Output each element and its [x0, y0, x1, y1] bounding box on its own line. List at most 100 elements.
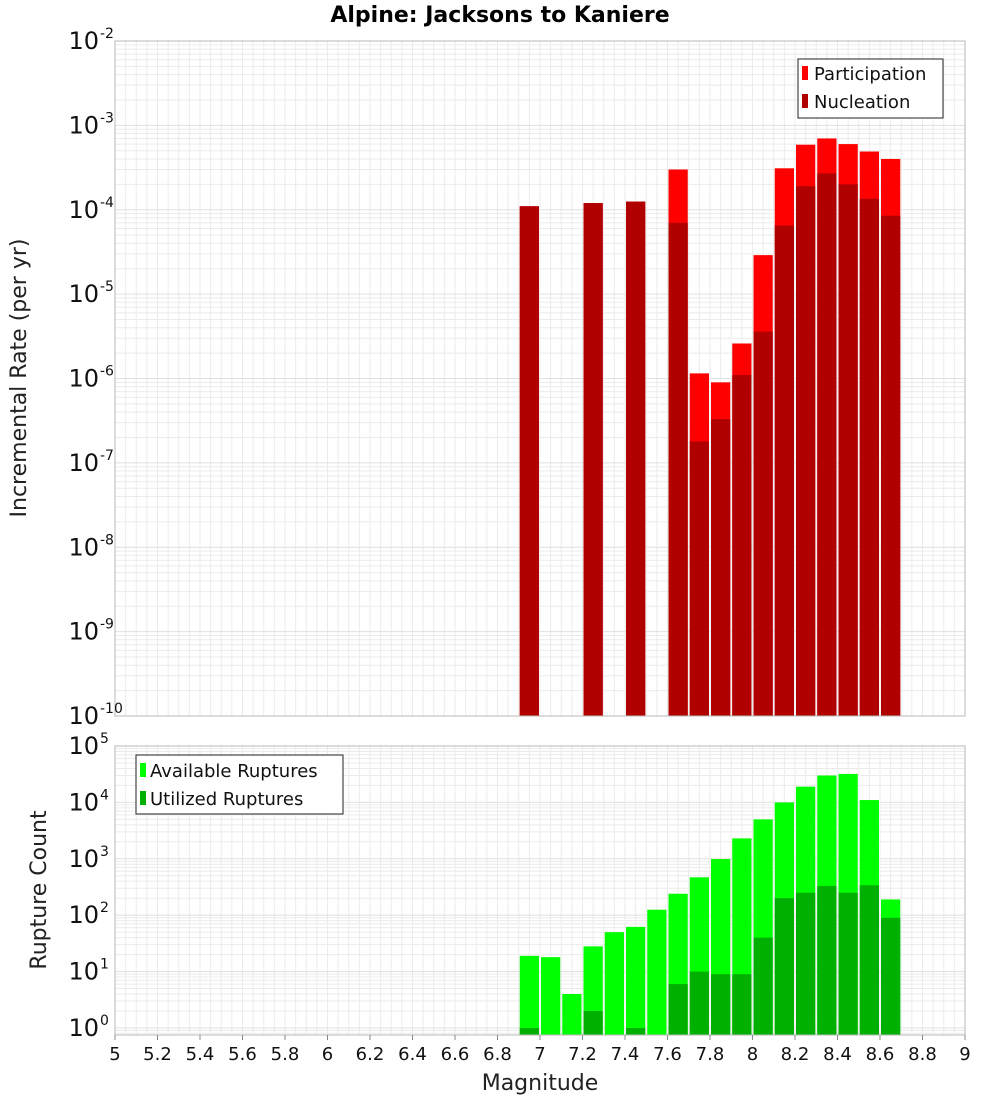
bottom-y-tick-exponent: 3: [100, 844, 109, 860]
top-y-tick-label: 10: [68, 196, 99, 224]
top-y-axis-label: Incremental Rate (per yr): [7, 239, 32, 518]
x-tick-label: 7.2: [568, 1044, 597, 1065]
bottom-bars: [519, 773, 901, 1035]
bottom-bar-utilized-ruptures: [796, 892, 816, 1035]
legend-swatch-utilized: [140, 791, 146, 805]
bottom-y-tick-exponent: 1: [100, 957, 109, 973]
top-y-tick-label: 10: [68, 280, 99, 308]
bottom-bar-utilized-ruptures: [626, 1027, 646, 1035]
x-tick-label: 8.8: [908, 1044, 937, 1065]
top-bar-nucleation: [626, 201, 646, 716]
legend-label-utilized: Utilized Ruptures: [150, 789, 303, 810]
bottom-bar-available-ruptures: [604, 932, 624, 1035]
x-tick-label: 8: [747, 1044, 758, 1065]
bottom-y-tick-exponent: 4: [100, 787, 109, 803]
bottom-y-tick-label: 10: [68, 958, 99, 986]
bottom-bar-utilized-ruptures: [817, 885, 837, 1035]
chart-title: Alpine: Jacksons to Kaniere: [330, 3, 669, 28]
top-y-tick-exponent: -9: [100, 617, 114, 633]
top-legend-box: [797, 58, 944, 119]
x-tick-label: 6.2: [356, 1044, 385, 1065]
x-tick-label: 7.6: [653, 1044, 682, 1065]
top-bar-nucleation: [519, 206, 539, 716]
top-y-tick-label: 10: [68, 618, 99, 646]
x-tick-label: 8.2: [781, 1044, 810, 1065]
top-bar-nucleation: [774, 225, 794, 716]
bottom-y-tick-label: 10: [68, 732, 99, 760]
bottom-bar-utilized-ruptures: [711, 974, 731, 1035]
bottom-bar-available-ruptures: [647, 909, 667, 1035]
x-ticks: 5 5.2 5.4 5.6 5.8 6 6.2 6.4 6.6 6.8 7 7.2 7.4 7.6 7.8 8…: [109, 1035, 971, 1065]
legend-swatch-nucleation: [802, 94, 808, 108]
x-tick-label: 7: [534, 1044, 545, 1065]
x-tick-label: 5.4: [186, 1044, 215, 1065]
bottom-bar-available-ruptures: [519, 955, 539, 1035]
bottom-y-tick-exponent: 2: [100, 900, 109, 916]
legend-label-available: Available Ruptures: [150, 761, 318, 782]
bottom-bar-utilized-ruptures: [689, 971, 709, 1035]
bottom-y-tick-label: 10: [68, 788, 99, 816]
bottom-bar-available-ruptures: [626, 926, 646, 1035]
top-bar-nucleation: [817, 173, 837, 716]
bottom-bar-utilized-ruptures: [774, 898, 794, 1035]
x-tick-label: 6: [322, 1044, 333, 1065]
x-tick-label: 5: [109, 1044, 120, 1065]
x-tick-label: 6.4: [398, 1044, 427, 1065]
top-y-tick-exponent: -3: [100, 110, 114, 126]
x-tick-label: 6.8: [483, 1044, 512, 1065]
top-y-tick-label: 10: [68, 111, 99, 139]
top-plot-frame: [114, 40, 966, 717]
top-y-tick-exponent: -7: [100, 448, 114, 464]
bottom-legend-box: [135, 754, 344, 815]
top-bar-nucleation: [668, 222, 688, 716]
bottom-bar-utilized-ruptures: [753, 937, 773, 1035]
legend-label-participation: Participation: [814, 64, 926, 85]
top-y-tick-label: 10: [68, 533, 99, 561]
x-tick-label: 5.6: [228, 1044, 257, 1065]
top-y-tick-exponent: -2: [100, 26, 114, 42]
top-y-tick-exponent: -6: [100, 364, 114, 380]
x-tick-label: 9: [959, 1044, 970, 1065]
top-legend: Participation Nucleation: [797, 58, 944, 119]
top-y-tick-exponent: -4: [100, 195, 114, 211]
bottom-bar-utilized-ruptures: [583, 1010, 603, 1035]
top-y-tick-label: 10: [68, 449, 99, 477]
top-bar-nucleation: [838, 184, 858, 717]
bottom-legend: Available Ruptures Utilized Ruptures: [135, 754, 344, 815]
bottom-bar-utilized-ruptures: [859, 885, 879, 1035]
top-y-tick-exponent: -10: [100, 701, 123, 717]
top-y-tick-label: 10: [68, 365, 99, 393]
top-bars: [519, 138, 901, 717]
legend-swatch-available: [140, 763, 146, 777]
bottom-bar-utilized-ruptures: [732, 974, 752, 1035]
top-y-tick-label: 10: [68, 702, 99, 730]
top-y-tick-exponent: -5: [100, 279, 114, 295]
x-tick-label: 6.6: [441, 1044, 470, 1065]
top-bar-nucleation: [689, 441, 709, 716]
bottom-bar-utilized-ruptures: [881, 917, 901, 1035]
bottom-bar-utilized-ruptures: [519, 1027, 539, 1035]
x-tick-label: 8.6: [866, 1044, 895, 1065]
bottom-y-tick-exponent: 0: [100, 1013, 109, 1029]
x-tick-label: 5.8: [271, 1044, 300, 1065]
top-bar-nucleation: [732, 375, 752, 716]
x-tick-label: 8.4: [823, 1044, 852, 1065]
top-bar-nucleation: [583, 203, 603, 716]
x-tick-label: 5.2: [143, 1044, 172, 1065]
x-axis-label: Magnitude: [482, 1071, 599, 1096]
top-bar-nucleation: [859, 198, 879, 717]
bottom-y-tick-label: 10: [68, 901, 99, 929]
bottom-bar-utilized-ruptures: [838, 892, 858, 1035]
bottom-y-axis-label: Rupture Count: [27, 810, 52, 970]
top-y-tick-exponent: -8: [100, 532, 114, 548]
bottom-y-tick-exponent: 5: [100, 731, 109, 747]
top-gridlines: [114, 41, 966, 717]
top-y-tick-label: 10: [68, 27, 99, 55]
x-tick-label: 7.4: [611, 1044, 640, 1065]
legend-swatch-participation: [802, 66, 808, 80]
bottom-y-tick-label: 10: [68, 1014, 99, 1042]
